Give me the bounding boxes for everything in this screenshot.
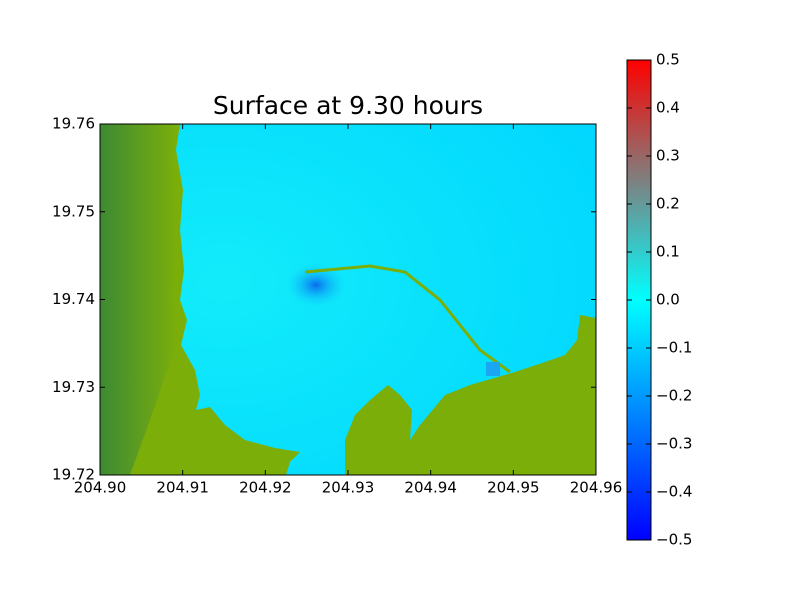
y-tick-label: 19.72 (52, 466, 95, 484)
colorbar-tick-label: 0.1 (656, 243, 680, 261)
colorbar-tick-label: 0.3 (656, 147, 680, 165)
breakwater (304, 264, 511, 374)
x-tick-label: 204.90 (74, 479, 127, 497)
y-tick-label: 19.74 (52, 290, 95, 308)
colorbar-tick-label: 0.5 (656, 51, 680, 69)
colorbar-tick-label: −0.4 (656, 483, 692, 501)
x-tick-label: 204.91 (156, 479, 209, 497)
x-tick-label: 204.93 (322, 479, 375, 497)
colorbar-tick-label: 0.2 (656, 195, 680, 213)
colorbar-tick-label: −0.1 (656, 339, 692, 357)
x-tick-label: 204.94 (404, 479, 457, 497)
map (100, 124, 596, 475)
x-tick-label: 204.95 (487, 479, 540, 497)
y-tick-label: 19.75 (52, 202, 95, 220)
colorbar-tick-label: −0.3 (656, 435, 692, 453)
x-tick-label: 204.92 (239, 479, 292, 497)
basin (486, 362, 500, 376)
y-tick-label: 19.73 (52, 378, 95, 396)
depression (286, 263, 346, 307)
colorbar-tick-label: −0.5 (656, 531, 692, 549)
colorbar-tick-label: 0.0 (656, 291, 680, 309)
x-tick-label: 204.96 (570, 479, 623, 497)
colorbar-tick-label: 0.4 (656, 99, 680, 117)
y-tick-label: 19.76 (52, 115, 95, 133)
colorbar-tick-label: −0.2 (656, 387, 692, 405)
hills (100, 124, 176, 475)
chart-title: Surface at 9.30 hours (213, 91, 483, 120)
land-east (345, 315, 596, 475)
